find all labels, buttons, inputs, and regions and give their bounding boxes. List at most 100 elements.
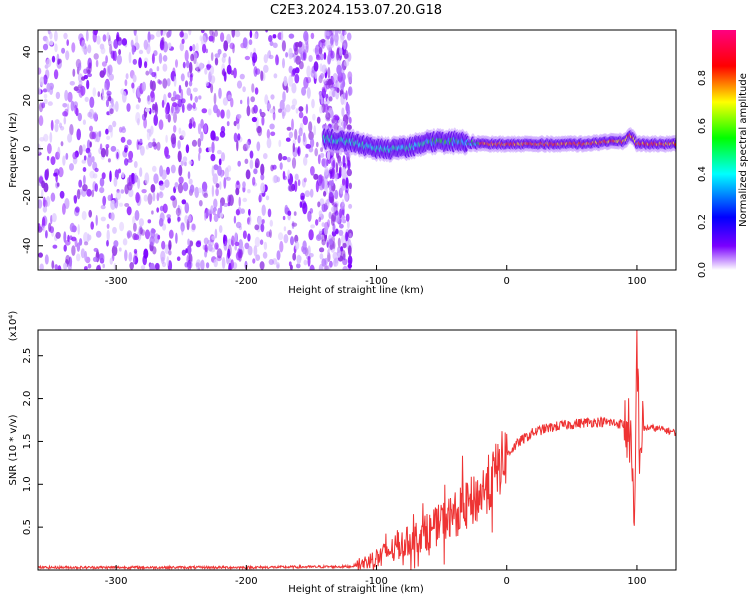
noise-speckle xyxy=(302,135,307,147)
noise-speckle xyxy=(150,184,156,193)
noise-speckle xyxy=(341,30,347,36)
noise-speckle xyxy=(63,231,67,243)
noise-speckle xyxy=(168,229,174,239)
noise-speckle xyxy=(153,114,158,126)
noise-speckle xyxy=(97,264,101,270)
noise-speckle xyxy=(256,141,261,152)
noise-speckle xyxy=(71,236,77,242)
x-tick-label: -300 xyxy=(105,576,128,587)
noise-speckle xyxy=(347,245,352,256)
noise-speckle xyxy=(319,53,325,61)
noise-speckle xyxy=(313,125,317,136)
noise-speckle xyxy=(147,193,153,205)
noise-speckle xyxy=(96,35,101,45)
noise-speckle xyxy=(91,189,95,198)
noise-speckle xyxy=(314,71,318,79)
noise-speckle xyxy=(240,208,245,214)
noise-speckle xyxy=(109,108,114,115)
noise-speckle xyxy=(214,136,219,142)
noise-speckle xyxy=(318,174,323,184)
noise-speckle xyxy=(317,201,321,208)
noise-speckle xyxy=(231,239,234,246)
y-tick-label: 2.0 xyxy=(22,391,33,407)
noise-speckle xyxy=(145,144,149,150)
noise-speckle xyxy=(248,39,253,46)
noise-speckle xyxy=(203,237,209,245)
noise-speckle xyxy=(92,173,98,179)
noise-speckle xyxy=(119,202,123,207)
noise-speckle xyxy=(54,264,58,270)
noise-speckle xyxy=(46,155,50,161)
noise-speckle xyxy=(278,153,283,161)
noise-speckle xyxy=(315,180,319,193)
noise-speckle xyxy=(214,242,219,250)
noise-speckle xyxy=(162,223,167,231)
noise-speckle xyxy=(43,74,48,85)
colorbar-tick-label: 0.8 xyxy=(697,70,708,86)
snr-frame xyxy=(37,329,677,571)
noise-speckle xyxy=(245,141,250,150)
noise-speckle xyxy=(260,111,266,118)
noise-speckle xyxy=(178,84,182,94)
noise-speckle xyxy=(67,234,70,242)
noise-speckle xyxy=(268,54,274,60)
noise-speckle xyxy=(319,247,325,253)
noise-speckle xyxy=(286,156,291,163)
noise-speckle xyxy=(110,212,115,221)
y-tick-label: 0 xyxy=(22,146,33,152)
noise-speckle xyxy=(294,180,298,192)
noise-speckle xyxy=(242,37,248,49)
noise-speckle xyxy=(149,262,155,270)
noise-speckle xyxy=(87,263,92,269)
noise-speckle xyxy=(144,61,148,69)
noise-speckle xyxy=(96,249,100,258)
noise-speckle xyxy=(326,198,330,209)
noise-speckle xyxy=(236,114,242,119)
noise-speckle xyxy=(218,158,222,166)
noise-speckle xyxy=(285,52,289,58)
noise-speckle xyxy=(190,93,193,101)
noise-speckle xyxy=(186,87,192,96)
noise-speckle xyxy=(342,265,348,270)
noise-speckle xyxy=(78,86,84,98)
noise-speckle xyxy=(180,222,185,232)
noise-speckle xyxy=(341,198,345,211)
noise-speckle xyxy=(332,89,336,98)
noise-speckle xyxy=(209,30,214,36)
noise-speckle xyxy=(100,216,106,222)
noise-speckle xyxy=(122,238,128,246)
noise-speckle xyxy=(150,90,155,99)
noise-speckle xyxy=(282,91,286,103)
noise-speckle xyxy=(338,187,343,198)
noise-speckle xyxy=(146,130,151,141)
noise-speckle xyxy=(188,160,193,165)
noise-speckle xyxy=(213,104,218,114)
noise-speckle xyxy=(320,73,325,79)
noise-speckle xyxy=(131,82,135,89)
noise-speckle xyxy=(205,81,209,87)
noise-speckle xyxy=(269,219,273,227)
noise-speckle xyxy=(116,151,119,160)
noise-speckle xyxy=(158,119,164,130)
noise-speckle xyxy=(329,260,333,268)
noise-speckle xyxy=(87,69,91,74)
noise-speckle xyxy=(104,79,110,89)
noise-speckle xyxy=(46,168,49,179)
noise-speckle xyxy=(272,175,278,184)
noise-speckle xyxy=(294,173,299,181)
noise-speckle xyxy=(306,65,311,78)
noise-speckle xyxy=(151,141,157,147)
noise-speckle xyxy=(208,35,214,42)
noise-speckle xyxy=(131,44,135,55)
noise-speckle xyxy=(261,219,265,224)
noise-speckle xyxy=(95,214,98,226)
noise-speckle xyxy=(342,219,347,224)
noise-speckle xyxy=(147,39,151,48)
noise-speckle xyxy=(50,119,54,131)
noise-speckle xyxy=(244,158,249,164)
noise-speckle xyxy=(210,52,214,62)
y-tick-label: -40 xyxy=(22,238,33,254)
noise-speckle xyxy=(266,129,271,139)
noise-speckle xyxy=(338,30,342,35)
